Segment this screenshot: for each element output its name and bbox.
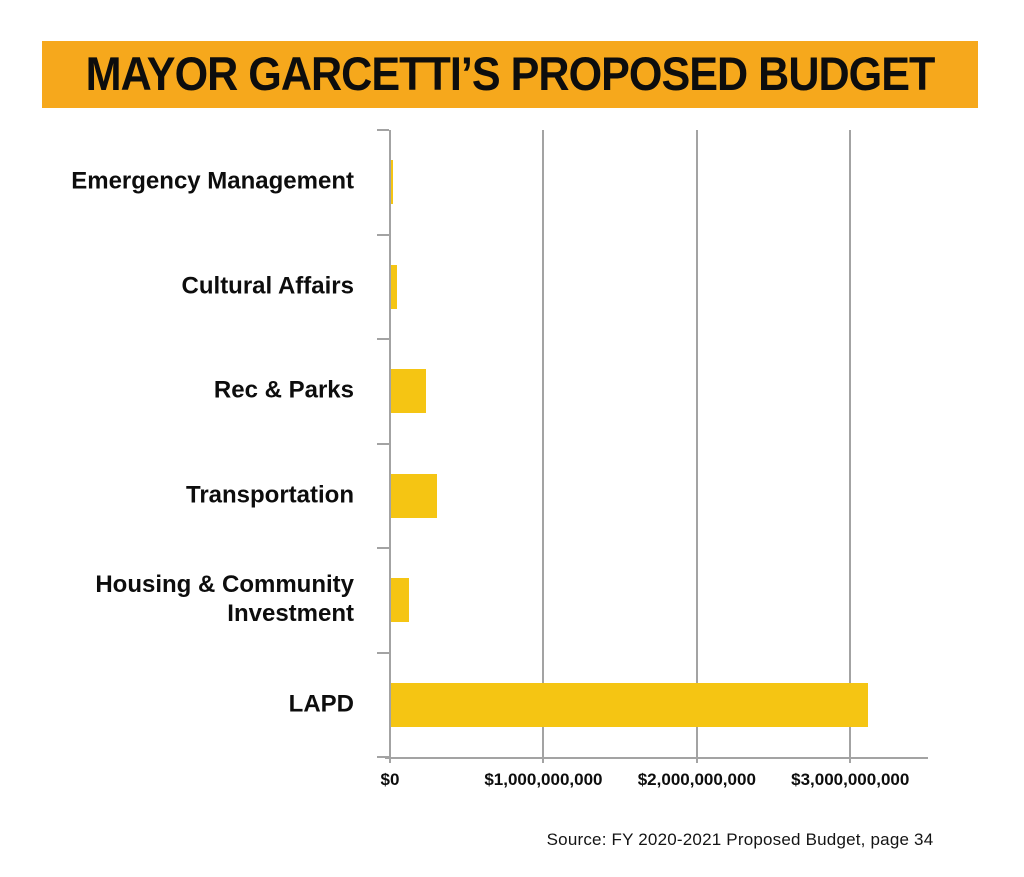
category-label-cultural-affairs: Cultural Affairs [181, 272, 354, 300]
category-label-lapd: LAPD [288, 690, 354, 718]
y-axis-tick [377, 547, 389, 549]
source-note: Source: FY 2020-2021 Proposed Budget, pa… [546, 830, 934, 849]
x-axis-line [385, 757, 928, 759]
x-tick-label: $0 [380, 770, 400, 789]
y-axis-tick [377, 338, 389, 340]
bar-lapd [391, 682, 869, 727]
plot-area [377, 129, 930, 763]
category-label-transportation: Transportation [185, 481, 354, 509]
gridline [542, 130, 545, 763]
bar-cultural-affairs [391, 264, 398, 309]
category-labels: Emergency Management Cultural Affairs Rec … [0, 130, 372, 757]
chart-title: MAYOR GARCETTI’S PROPOSED BUDGET [85, 47, 936, 101]
y-axis-tick [377, 233, 389, 236]
x-tick-label: $3,000,000,000 [791, 770, 910, 789]
y-axis-tick [377, 756, 389, 758]
category-label-housing-community-investment: Housing & Community Investment [95, 571, 354, 628]
bar-emergency-management [391, 160, 393, 205]
bar-transportation [391, 473, 438, 518]
gridline [695, 130, 698, 763]
title-band: MAYOR GARCETTI’S PROPOSED BUDGET [42, 41, 978, 108]
category-label-emergency-management: Emergency Management [71, 167, 354, 195]
y-axis-tick [377, 442, 389, 445]
bar-housing-community-investment [391, 578, 409, 623]
x-axis-tick-labels: $0 $1,000,000,000 $2,000,000,000 $3,000,000… [0, 770, 1024, 800]
x-tick-label: $2,000,000,000 [637, 770, 756, 789]
category-label-rec-parks: Rec & Parks [213, 376, 354, 404]
y-axis-tick [377, 129, 389, 131]
x-tick-label: $1,000,000,000 [484, 770, 603, 789]
y-axis-tick [377, 651, 389, 654]
y-axis-line [389, 130, 391, 763]
bar-rec-parks [391, 369, 427, 414]
gridline [849, 130, 852, 763]
